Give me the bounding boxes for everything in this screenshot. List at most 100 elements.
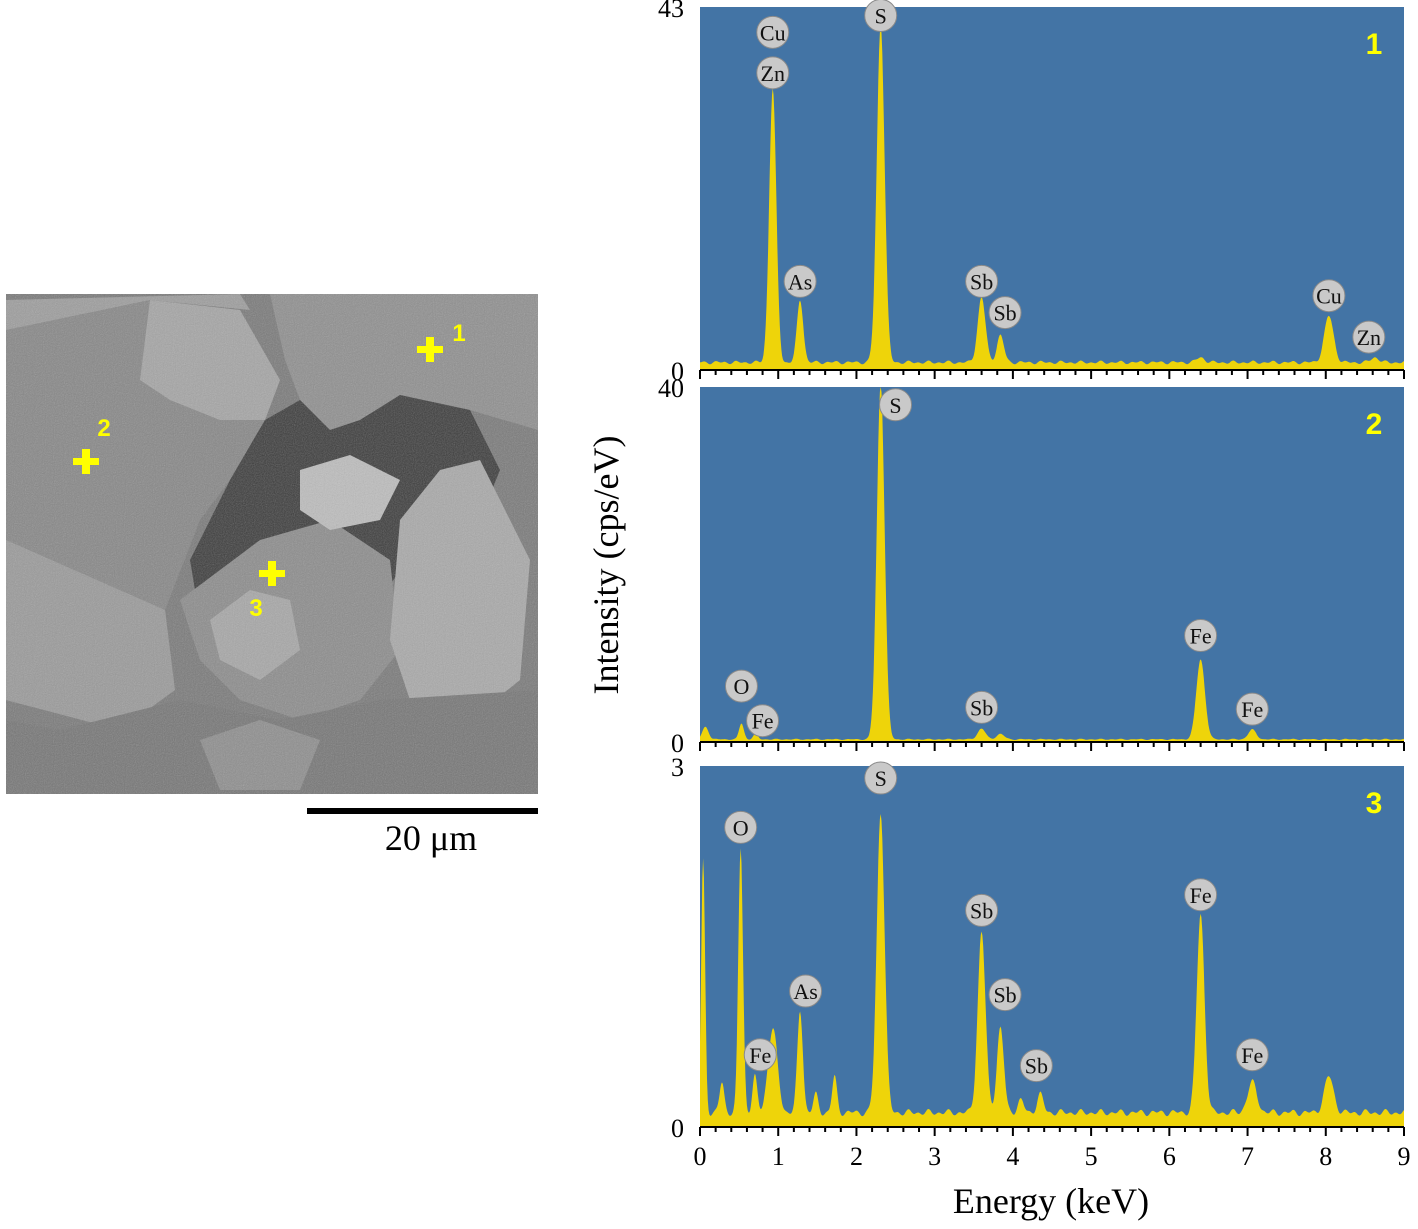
peak-label-text: As <box>793 979 817 1004</box>
peak-label: Cu <box>756 15 790 49</box>
peak-label-text: S <box>875 766 887 791</box>
x-tick-label: 6 <box>1163 1142 1176 1171</box>
peak-label: Fe <box>1235 1038 1269 1072</box>
peak-label-text: Sb <box>970 898 993 923</box>
marker-label: 2 <box>97 415 110 442</box>
peak-label-text: Zn <box>761 61 785 86</box>
peak-label: Sb <box>965 264 999 298</box>
marker-label: 1 <box>452 320 465 347</box>
peak-label: O <box>724 810 758 844</box>
spectrum-series <box>700 814 1404 1127</box>
sem-micrograph: 1 2 3 <box>6 294 538 794</box>
y-tick-label: 0 <box>671 357 684 386</box>
peak-label: Fe <box>746 704 780 738</box>
x-tick-label: 0 <box>694 1142 707 1171</box>
y-axis-title: Intensity (cps/eV) <box>586 436 626 695</box>
peak-label-text: Cu <box>1316 284 1342 309</box>
peak-label-text: O <box>734 674 750 699</box>
peak-label-bubble <box>724 669 758 703</box>
peak-label-text: S <box>875 3 887 28</box>
peak-label: Sb <box>988 978 1022 1012</box>
peak-label-text: Cu <box>760 20 786 45</box>
peak-label-bubble <box>743 1038 777 1072</box>
scale-bar <box>307 808 538 814</box>
peak-label-bubble <box>1352 320 1386 354</box>
peak-label: Fe <box>1235 692 1269 726</box>
peak-label-bubble <box>789 974 823 1008</box>
peak-label-text: Fe <box>749 1043 771 1068</box>
peak-label-text: Sb <box>970 695 993 720</box>
peak-label-bubble <box>1312 279 1346 313</box>
plot-area <box>700 766 1404 1127</box>
peak-label-bubble <box>756 15 790 49</box>
peak-label: Sb <box>988 296 1022 330</box>
peak-label: As <box>783 264 817 298</box>
marker-label: 3 <box>249 595 262 622</box>
peak-label: S <box>864 761 898 795</box>
y-tick-label: 0 <box>671 1114 684 1143</box>
peak-label-text: Fe <box>752 709 774 734</box>
spectra-panels: 0431CuZnAsSSbSbCuZn0402SOFeSbFeFe033SOSb… <box>658 0 1411 1171</box>
peak-label: S <box>864 0 898 32</box>
peak-label-text: Fe <box>1241 1043 1263 1068</box>
x-tick-label: 5 <box>1085 1142 1098 1171</box>
peak-label: Sb <box>965 690 999 724</box>
peak-label-text: S <box>889 393 901 418</box>
plot-area <box>700 7 1404 370</box>
peak-label-text: Zn <box>1357 325 1381 350</box>
plot-area <box>700 387 1404 742</box>
scale-bar-label: 20 μm <box>385 818 477 858</box>
peak-label-text: Fe <box>1241 697 1263 722</box>
peak-label-bubble <box>988 296 1022 330</box>
y-tick-label: 3 <box>671 753 684 782</box>
peak-label: Fe <box>1184 878 1218 912</box>
peak-label-text: Sb <box>1025 1054 1048 1079</box>
peak-label-text: As <box>788 269 812 294</box>
spectrum-series <box>700 25 1404 371</box>
peak-label-bubble <box>1184 878 1218 912</box>
x-tick-label: 1 <box>772 1142 785 1171</box>
peak-label: Sb <box>965 893 999 927</box>
peak-label: Fe <box>743 1038 777 1072</box>
peak-label-bubble <box>1235 692 1269 726</box>
y-tick-label: 0 <box>671 729 684 758</box>
peak-label-text: Sb <box>970 269 993 294</box>
peak-label-bubble <box>746 704 780 738</box>
peak-label-bubble <box>756 56 790 90</box>
peak-label-text: Fe <box>1190 883 1212 908</box>
peak-label-bubble <box>724 810 758 844</box>
y-tick-label: 43 <box>658 0 684 23</box>
peak-label-text: Sb <box>993 301 1016 326</box>
x-tick-label: 4 <box>1006 1142 1019 1171</box>
peak-label-bubble <box>864 761 898 795</box>
y-tick-label: 40 <box>658 374 684 403</box>
peak-label: O <box>724 669 758 703</box>
spectrum-panel-3: 0 3 3 S O Sb Fe As Sb Fe Sb Fe <box>671 753 1405 1143</box>
spectrum-series <box>700 387 1404 742</box>
panel-label: 2 <box>1366 408 1383 441</box>
x-tick-label: 3 <box>928 1142 941 1171</box>
peak-label-bubble <box>988 978 1022 1012</box>
x-tick-label: 2 <box>850 1142 863 1171</box>
peak-label-bubble <box>1019 1049 1053 1083</box>
panel-label: 1 <box>1366 28 1383 61</box>
peak-label-text: Fe <box>1190 624 1212 649</box>
peak-label-bubble <box>965 690 999 724</box>
peak-label-bubble <box>965 893 999 927</box>
peak-label: Sb <box>1019 1049 1053 1083</box>
peak-label: Fe <box>1184 619 1218 652</box>
peak-label: Zn <box>1352 320 1386 354</box>
peak-label-text: Sb <box>993 983 1016 1008</box>
peak-label-text: O <box>733 815 749 840</box>
peak-label: Cu <box>1312 279 1346 313</box>
peak-label-bubble <box>1235 1038 1269 1072</box>
peak-label-bubble <box>879 388 913 422</box>
peak-label-bubble <box>864 0 898 32</box>
x-tick-label: 8 <box>1319 1142 1332 1171</box>
peak-label: As <box>789 974 823 1008</box>
x-tick-label: 9 <box>1398 1142 1411 1171</box>
peak-label-bubble <box>965 264 999 298</box>
